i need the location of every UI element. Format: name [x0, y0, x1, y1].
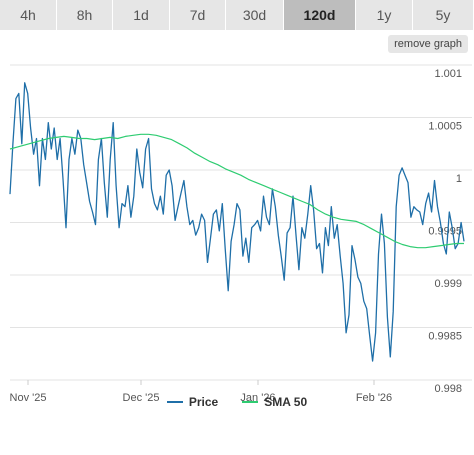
tab-1d[interactable]: 1d	[113, 0, 170, 30]
tab-30d[interactable]: 30d	[226, 0, 284, 30]
price-chart: 1.001 1.0005 1 0.9995 0.999 0.9985 0.998 Nov '2…	[9, 64, 472, 404]
timeframe-tabs: 4h 8h 1d 7d 30d 120d 1y 5y	[0, 0, 474, 30]
y-tick-label: 0.9985	[428, 331, 462, 343]
y-tick-label: 0.9995	[428, 226, 462, 238]
tab-7d[interactable]: 7d	[170, 0, 226, 30]
legend-item-sma-50[interactable]: SMA 50	[242, 395, 307, 409]
y-tick-label: 0.998	[434, 383, 462, 395]
tab-8h[interactable]: 8h	[57, 0, 113, 30]
series-line-sma-50	[9, 133, 464, 249]
tab-120d[interactable]: 120d	[284, 0, 356, 30]
legend-swatch-sma-50	[242, 401, 259, 403]
series-line-price	[9, 82, 465, 362]
y-tick-label: 0.999	[434, 278, 462, 290]
legend-label-sma-50: SMA 50	[264, 395, 308, 409]
tab-5y[interactable]: 5y	[413, 0, 474, 30]
chart-legend: Price SMA 50	[0, 392, 474, 412]
legend-item-price[interactable]: Price	[166, 395, 219, 409]
x-tick-label: Feb '26	[356, 392, 392, 404]
y-tick-label: 1.0005	[428, 121, 462, 133]
y-tick-label: 1	[456, 173, 462, 185]
legend-swatch-price	[166, 401, 183, 403]
tab-4h[interactable]: 4h	[0, 0, 57, 30]
x-tick-label: Nov '25	[10, 392, 47, 404]
legend-label-price: Price	[188, 395, 219, 409]
tab-1y[interactable]: 1y	[356, 0, 413, 30]
x-tick-label: Dec '25	[123, 392, 160, 404]
remove-graph-button[interactable]: remove graph	[388, 35, 468, 53]
y-tick-label: 1.001	[434, 68, 462, 80]
